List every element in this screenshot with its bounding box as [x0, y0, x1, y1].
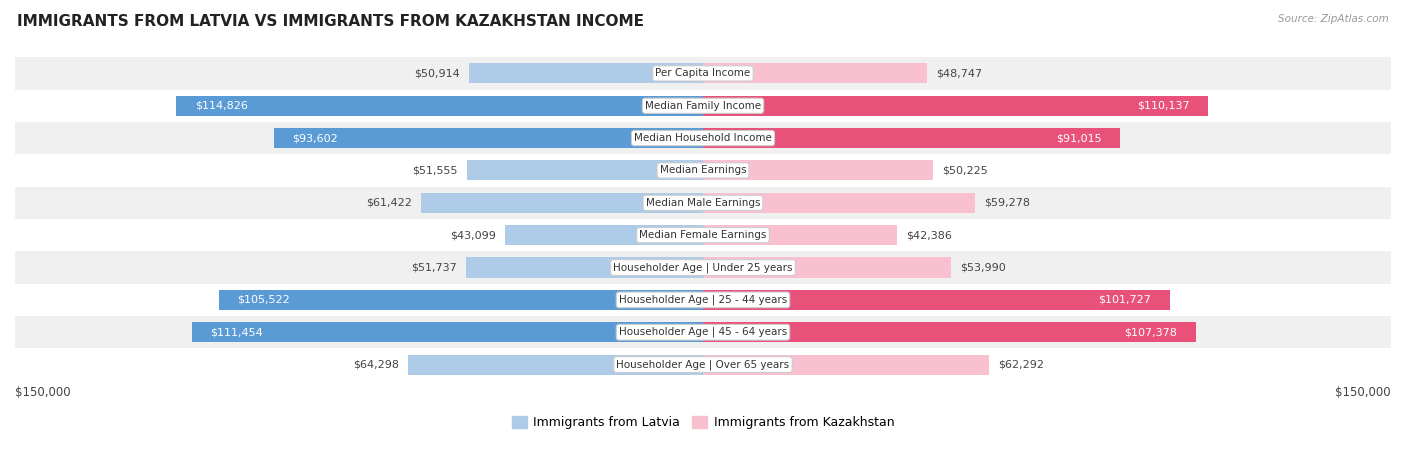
Text: $101,727: $101,727 — [1098, 295, 1152, 305]
Text: IMMIGRANTS FROM LATVIA VS IMMIGRANTS FROM KAZAKHSTAN INCOME: IMMIGRANTS FROM LATVIA VS IMMIGRANTS FRO… — [17, 14, 644, 29]
Bar — [703, 96, 1208, 116]
Bar — [274, 128, 703, 148]
Text: Source: ZipAtlas.com: Source: ZipAtlas.com — [1278, 14, 1389, 24]
Text: Householder Age | 25 - 44 years: Householder Age | 25 - 44 years — [619, 295, 787, 305]
Text: $93,602: $93,602 — [292, 133, 337, 143]
Text: $62,292: $62,292 — [998, 360, 1043, 369]
Text: $50,914: $50,914 — [415, 68, 460, 78]
Bar — [703, 257, 950, 277]
Text: $91,015: $91,015 — [1056, 133, 1102, 143]
Text: $105,522: $105,522 — [238, 295, 290, 305]
Text: $61,422: $61,422 — [366, 198, 412, 208]
Bar — [15, 122, 1391, 154]
Bar — [703, 225, 897, 245]
Bar — [422, 193, 703, 213]
Text: $50,225: $50,225 — [942, 165, 988, 176]
Text: Median Family Income: Median Family Income — [645, 101, 761, 111]
Bar — [15, 90, 1391, 122]
Bar — [408, 354, 703, 375]
Bar — [467, 161, 703, 180]
Text: Median Household Income: Median Household Income — [634, 133, 772, 143]
Text: Median Female Earnings: Median Female Earnings — [640, 230, 766, 240]
Text: $42,386: $42,386 — [907, 230, 952, 240]
Bar — [15, 219, 1391, 251]
Text: $110,137: $110,137 — [1137, 101, 1189, 111]
Text: $114,826: $114,826 — [194, 101, 247, 111]
Bar — [505, 225, 703, 245]
Bar — [191, 322, 703, 342]
Text: $64,298: $64,298 — [353, 360, 399, 369]
Text: $53,990: $53,990 — [960, 262, 1005, 273]
Legend: Immigrants from Latvia, Immigrants from Kazakhstan: Immigrants from Latvia, Immigrants from … — [512, 417, 894, 429]
Bar — [15, 284, 1391, 316]
Bar — [15, 57, 1391, 90]
Bar — [15, 154, 1391, 187]
Text: $59,278: $59,278 — [984, 198, 1031, 208]
Text: Per Capita Income: Per Capita Income — [655, 68, 751, 78]
Bar — [703, 64, 927, 84]
Text: $43,099: $43,099 — [450, 230, 496, 240]
Text: $150,000: $150,000 — [15, 386, 70, 399]
Bar — [703, 322, 1195, 342]
Bar — [219, 290, 703, 310]
Text: $150,000: $150,000 — [1336, 386, 1391, 399]
Text: Median Male Earnings: Median Male Earnings — [645, 198, 761, 208]
Text: $51,555: $51,555 — [412, 165, 457, 176]
Text: Householder Age | Over 65 years: Householder Age | Over 65 years — [616, 359, 790, 370]
Text: Householder Age | 45 - 64 years: Householder Age | 45 - 64 years — [619, 327, 787, 338]
Bar — [703, 128, 1121, 148]
Text: $111,454: $111,454 — [209, 327, 263, 337]
Bar — [176, 96, 703, 116]
Bar — [703, 161, 934, 180]
Bar — [470, 64, 703, 84]
Bar — [15, 348, 1391, 381]
Bar — [15, 187, 1391, 219]
Text: $51,737: $51,737 — [411, 262, 457, 273]
Bar — [15, 316, 1391, 348]
Text: Householder Age | Under 25 years: Householder Age | Under 25 years — [613, 262, 793, 273]
Text: $107,378: $107,378 — [1125, 327, 1177, 337]
Bar — [703, 290, 1170, 310]
Bar — [703, 193, 974, 213]
Bar — [15, 251, 1391, 284]
Text: $48,747: $48,747 — [936, 68, 981, 78]
Bar — [465, 257, 703, 277]
Text: Median Earnings: Median Earnings — [659, 165, 747, 176]
Bar — [703, 354, 988, 375]
